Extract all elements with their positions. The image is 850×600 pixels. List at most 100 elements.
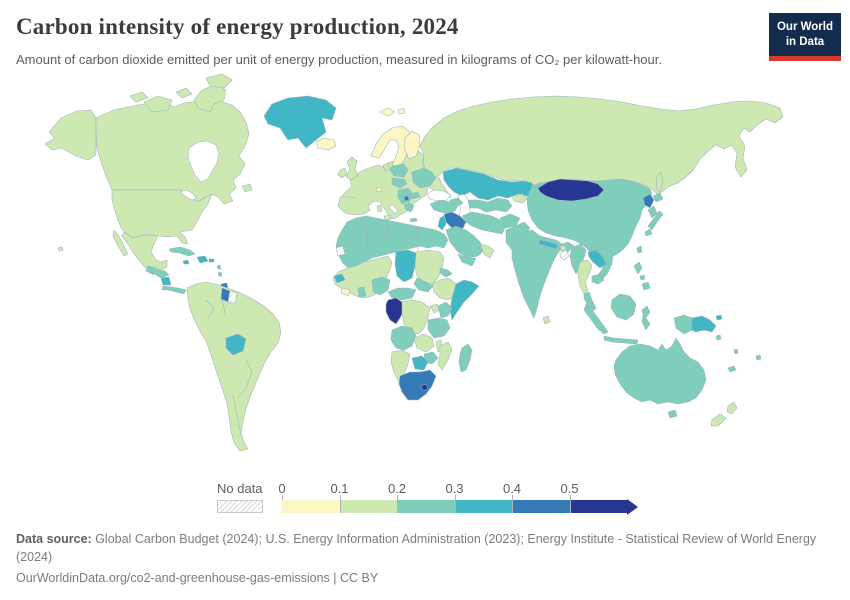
region-bhutan[interactable]	[559, 245, 567, 251]
region-drc[interactable]	[401, 299, 431, 335]
region-senegal[interactable]	[333, 273, 346, 284]
region-iceland[interactable]	[315, 137, 337, 151]
region-israel-jordan[interactable]	[437, 215, 447, 231]
region-bulgaria[interactable]	[408, 191, 421, 200]
legend-bin-0[interactable]	[282, 500, 340, 513]
region-mexico[interactable]	[121, 231, 168, 273]
region-ukraine[interactable]	[411, 167, 437, 189]
region-switzerland[interactable]	[375, 186, 383, 193]
region-crete[interactable]	[409, 217, 418, 223]
legend-bin-0.2[interactable]	[397, 500, 455, 513]
region-antilles-north[interactable]	[216, 264, 222, 270]
region-papua-new-guinea[interactable]	[691, 315, 717, 333]
region-greenland[interactable]	[263, 95, 337, 149]
region-kosovo[interactable]	[403, 195, 410, 202]
region-japan-kyushu[interactable]	[644, 228, 653, 237]
region-greece[interactable]	[403, 202, 415, 213]
region-iran[interactable]	[461, 211, 507, 235]
legend-bin-0.3[interactable]	[454, 500, 512, 513]
legend-bin-0.4[interactable]	[512, 500, 570, 513]
region-south-america[interactable]	[186, 281, 282, 452]
region-new-zealand-north[interactable]	[726, 401, 738, 415]
region-new-zealand-south[interactable]	[710, 413, 727, 427]
region-arctic-island-mid[interactable]	[175, 87, 193, 99]
region-chad[interactable]	[394, 249, 417, 283]
region-baja-california[interactable]	[112, 229, 129, 257]
region-angola[interactable]	[390, 325, 417, 351]
legend-no-data-swatch[interactable]	[217, 500, 263, 513]
legend-bin-0.1[interactable]	[339, 500, 397, 513]
region-victoria-island[interactable]	[143, 95, 173, 113]
region-kazakhstan[interactable]	[442, 167, 535, 201]
region-west-papua[interactable]	[673, 314, 693, 335]
region-uae-oman[interactable]	[479, 243, 495, 259]
region-russia[interactable]	[419, 95, 784, 200]
region-denmark[interactable]	[382, 162, 391, 172]
region-syria-iraq[interactable]	[443, 211, 467, 231]
region-south-africa[interactable]	[398, 369, 437, 401]
region-india[interactable]	[511, 229, 575, 319]
region-philippines-luzon[interactable]	[633, 261, 643, 275]
region-honduras[interactable]	[154, 268, 170, 279]
region-ghana[interactable]	[357, 286, 367, 298]
region-sri-lanka[interactable]	[542, 315, 551, 325]
region-svalbard-a[interactable]	[379, 107, 396, 117]
region-ellesmere-island[interactable]	[205, 73, 233, 89]
region-cambodia[interactable]	[591, 273, 605, 285]
region-mozambique[interactable]	[437, 341, 453, 371]
region-borneo[interactable]	[610, 293, 637, 321]
region-suriname[interactable]	[227, 290, 238, 304]
region-alaska[interactable]	[44, 109, 97, 161]
region-eritrea[interactable]	[439, 267, 453, 278]
region-hawaii[interactable]	[57, 246, 64, 252]
region-sulawesi[interactable]	[641, 305, 651, 331]
region-vanuatu[interactable]	[733, 348, 739, 355]
region-gabon-congo[interactable]	[385, 297, 405, 325]
region-png-islands[interactable]	[715, 314, 723, 321]
region-sicily[interactable]	[383, 214, 392, 221]
region-sakhalin[interactable]	[655, 171, 664, 193]
region-baffin-island[interactable]	[193, 83, 227, 113]
region-solomon-islands[interactable]	[715, 334, 722, 341]
region-central-europe[interactable]	[391, 177, 408, 189]
region-bangladesh[interactable]	[559, 249, 570, 261]
region-kyrgyzstan-tajikistan[interactable]	[511, 193, 529, 204]
region-malay-peninsula[interactable]	[583, 291, 597, 313]
region-svalbard-b[interactable]	[397, 107, 406, 115]
region-ireland[interactable]	[337, 167, 348, 179]
region-philippines-mindanao[interactable]	[641, 281, 651, 291]
region-thailand[interactable]	[577, 259, 593, 295]
owid-logo[interactable]: Our World in Data	[769, 13, 841, 61]
region-lesotho[interactable]	[420, 383, 429, 392]
region-north-korea[interactable]	[642, 193, 655, 209]
region-newfoundland[interactable]	[241, 183, 253, 193]
region-nigeria[interactable]	[371, 276, 391, 296]
owid-link[interactable]: OurWorldinData.org/co2-and-greenhouse-ga…	[16, 571, 330, 585]
region-afghanistan[interactable]	[499, 213, 521, 229]
region-guatemala[interactable]	[145, 265, 157, 276]
region-kenya[interactable]	[437, 301, 453, 319]
region-sumatra[interactable]	[583, 303, 609, 335]
region-mongolia[interactable]	[537, 178, 605, 202]
region-turkey[interactable]	[429, 199, 459, 214]
region-madagascar[interactable]	[458, 343, 473, 373]
region-new-caledonia[interactable]	[727, 365, 737, 373]
region-japan-honshu[interactable]	[647, 210, 664, 231]
region-tanzania[interactable]	[427, 317, 451, 339]
region-western-sahara[interactable]	[335, 245, 346, 257]
region-sudan[interactable]	[414, 249, 445, 285]
region-cameroon-car[interactable]	[387, 287, 417, 301]
region-philippines-visayas[interactable]	[639, 274, 646, 281]
region-taiwan[interactable]	[636, 245, 643, 254]
region-north-africa[interactable]	[335, 215, 449, 269]
region-nepal[interactable]	[538, 239, 559, 250]
region-sierra-leone-liberia[interactable]	[340, 287, 351, 297]
region-norway-sweden[interactable]	[370, 125, 413, 169]
region-namibia[interactable]	[390, 349, 411, 383]
region-botswana[interactable]	[411, 355, 429, 371]
region-japan-hokkaido[interactable]	[652, 192, 664, 203]
region-uzbekistan-turkmenistan[interactable]	[467, 197, 513, 213]
region-sardinia[interactable]	[376, 204, 383, 213]
region-jamaica[interactable]	[182, 259, 190, 265]
region-finland[interactable]	[403, 130, 421, 160]
